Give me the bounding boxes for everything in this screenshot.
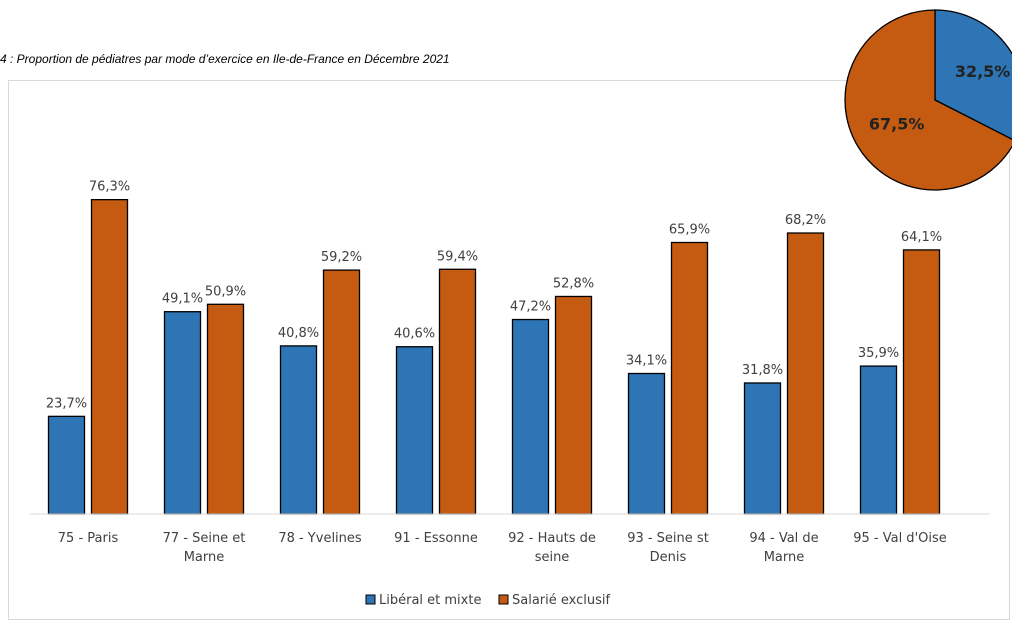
x-tick-label: 75 - Paris — [58, 531, 119, 546]
bar-liberal-6 — [743, 382, 782, 515]
x-tick-label: Marne — [764, 550, 805, 565]
x-tick-label: Marne — [184, 550, 225, 565]
x-tick-labels: 75 - Paris 77 - Seine et Marne 78 - Yveline… — [58, 531, 947, 565]
bar-salarie-7 — [902, 249, 941, 515]
data-label: 50,9% — [205, 284, 246, 299]
x-tick-label: 93 - Seine st — [627, 531, 709, 546]
legend: Libéral et mixte Salarié exclusif — [365, 593, 611, 608]
legend-swatch-0 — [365, 594, 376, 605]
data-label: 23,7% — [46, 396, 87, 411]
x-tick-label: 77 - Seine et — [163, 531, 246, 546]
bar-salarie-5 — [670, 241, 709, 515]
bars-layer — [47, 198, 941, 515]
legend-label-0: Libéral et mixte — [379, 593, 481, 608]
data-label: 59,2% — [321, 250, 362, 265]
data-label: 40,6% — [394, 327, 435, 342]
data-label: 65,9% — [669, 222, 710, 237]
bar-salarie-0 — [90, 198, 129, 515]
data-label: 35,9% — [858, 346, 899, 361]
data-label: 76,3% — [89, 180, 130, 195]
pie-label-0: 32,5% — [955, 62, 1011, 81]
bar-liberal-0 — [47, 415, 86, 515]
legend-label-1: Salarié exclusif — [512, 593, 611, 608]
x-tick-label: 94 - Val de — [749, 531, 818, 546]
data-labels: 23,7% 76,3% 49,1% 50,9% 40,8% 59,2% 40,6% 59,4%… — [46, 180, 942, 412]
data-label: 52,8% — [553, 276, 594, 291]
bar-salarie-3 — [438, 268, 477, 515]
data-label: 64,1% — [901, 230, 942, 245]
bar-liberal-3 — [395, 346, 434, 515]
pie-label-1: 67,5% — [869, 115, 925, 134]
bar-liberal-4 — [511, 318, 550, 515]
legend-swatch-1 — [498, 594, 509, 605]
bar-liberal-1 — [163, 311, 202, 515]
chart-caption: 4 : Proportion de pédiatres par mode d’e… — [0, 52, 450, 66]
x-tick-label: 91 - Essonne — [394, 531, 478, 546]
data-label: 34,1% — [626, 354, 667, 369]
data-label: 47,2% — [510, 300, 551, 315]
x-tick-label: 95 - Val d'Oise — [853, 531, 947, 546]
x-tick-label: Denis — [650, 550, 687, 565]
data-label: 68,2% — [785, 213, 826, 228]
data-label: 31,8% — [742, 363, 783, 378]
bar-salarie-4 — [554, 295, 593, 515]
x-tick-label: 78 - Yvelines — [278, 531, 362, 546]
pie-slice-1 — [844, 9, 1012, 191]
bar-liberal-7 — [859, 365, 898, 515]
x-tick-label: 92 - Hauts de — [508, 531, 596, 546]
bar-salarie-6 — [786, 232, 825, 515]
x-tick-label: seine — [535, 550, 570, 565]
data-label: 49,1% — [162, 292, 203, 307]
data-label: 59,4% — [437, 249, 478, 264]
pie-layer: 32,5% 67,5% — [844, 9, 1012, 191]
data-label: 40,8% — [278, 326, 319, 341]
